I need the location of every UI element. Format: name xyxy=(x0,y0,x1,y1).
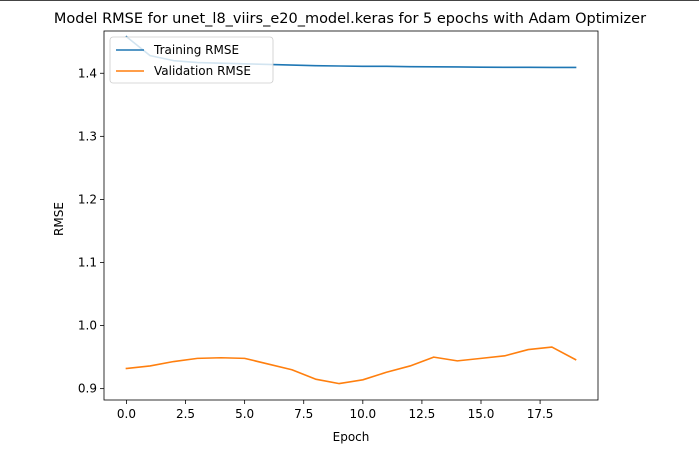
y-tick-label: 1.3 xyxy=(78,129,97,143)
series-lines xyxy=(125,35,577,385)
x-tick-label: 5.0 xyxy=(235,407,254,421)
y-tick-label: 1.4 xyxy=(78,66,97,80)
x-tick-label: 7.5 xyxy=(294,407,313,421)
x-tick-label: 12.5 xyxy=(409,407,436,421)
chart-title: Model RMSE for unet_l8_viirs_e20_model.k… xyxy=(54,11,646,27)
x-tick-label: 2.5 xyxy=(176,407,195,421)
x-axis-title: Epoch xyxy=(333,430,370,444)
legend: Training RMSE Validation RMSE xyxy=(109,36,274,84)
plot-frame xyxy=(103,30,599,401)
x-axis: 0.0 2.5 5.0 7.5 10.0 12.5 15.0 17.5 xyxy=(117,400,554,421)
y-tick-label: 0.9 xyxy=(78,382,97,396)
x-tick-label: 15.0 xyxy=(468,407,495,421)
y-axis: 0.9 1.0 1.1 1.2 1.3 1.4 xyxy=(78,66,104,396)
legend-label: Training RMSE xyxy=(153,43,239,57)
legend-box xyxy=(109,36,274,84)
legend-label: Validation RMSE xyxy=(154,64,251,78)
series-line-validation-rmse xyxy=(125,346,577,385)
plot-area xyxy=(103,30,599,401)
y-tick-label: 1.1 xyxy=(78,255,97,269)
y-tick-label: 1.0 xyxy=(78,319,97,333)
y-tick-label: 1.2 xyxy=(78,192,97,206)
y-axis-title: RMSE xyxy=(52,202,66,236)
x-tick-label: 17.5 xyxy=(527,407,554,421)
x-tick-label: 10.0 xyxy=(349,407,376,421)
x-tick-label: 0.0 xyxy=(117,407,136,421)
